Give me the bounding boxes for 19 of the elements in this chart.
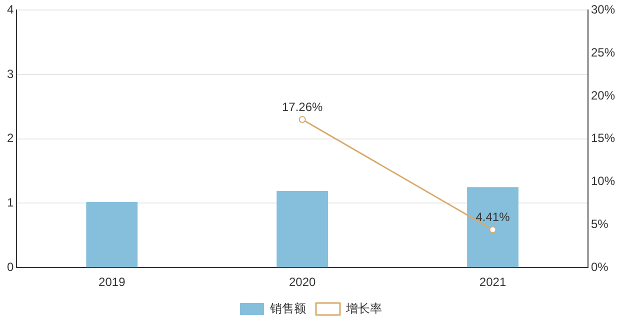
legend-label: 销售额: [269, 301, 306, 316]
y-tick-label: 0: [6, 260, 14, 274]
y2-tick-label: 5%: [590, 217, 609, 232]
y2-tick-label: 0%: [590, 260, 609, 274]
y2-tick-label: 20%: [590, 88, 616, 102]
y-tick-label: 2: [6, 131, 14, 146]
legend-label: 增长率: [345, 301, 382, 316]
y2-tick-label: 15%: [590, 131, 616, 146]
y2-tick-label: 10%: [590, 174, 616, 188]
data-label: 4.41%: [476, 210, 510, 224]
data-label: 17.26%: [282, 100, 324, 114]
x-tick-label: 2019: [98, 275, 126, 290]
x-tick-label: 2021: [479, 275, 506, 290]
y2-tick-label: 25%: [590, 45, 616, 60]
y-tick-label: 4: [6, 2, 14, 17]
y2-tick-label: 30%: [590, 2, 616, 17]
y-tick-label: 3: [6, 66, 14, 81]
y-tick-label: 1: [6, 196, 14, 210]
x-tick-label: 2020: [288, 275, 316, 290]
